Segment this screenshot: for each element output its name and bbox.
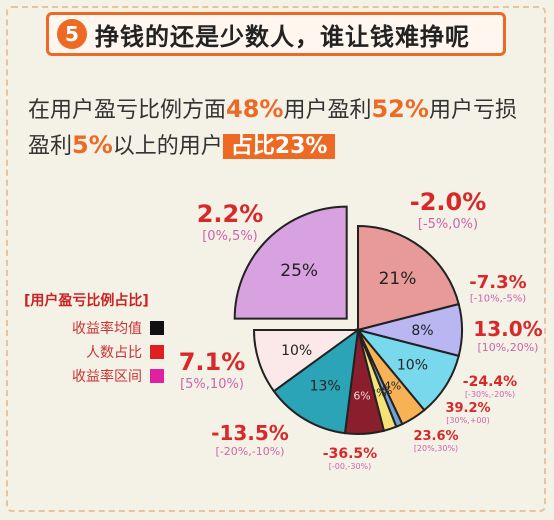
slice-share-label-6: 6% bbox=[353, 389, 370, 402]
legend-swatch-mean bbox=[150, 321, 164, 335]
slice-range-label-6: [-00,-30%) bbox=[329, 462, 372, 471]
legend-swatch-range bbox=[150, 369, 164, 383]
summary-text: 在用户盈亏比例方面48%用户盈利52%用户亏损 盈利5%以上的用户 占比23% bbox=[28, 92, 528, 164]
slice-share-label-7: 13% bbox=[310, 379, 341, 395]
slice-range-label-7: [-20%,-10%) bbox=[216, 445, 285, 458]
header-banner: 5 挣钱的还是少数人，谁让钱难挣呢 bbox=[46, 12, 506, 56]
pie-slice-8 bbox=[252, 329, 362, 393]
slice-mean-label-3: -24.4% bbox=[463, 374, 517, 390]
summary-value-52: 52% bbox=[371, 95, 429, 123]
dashed-frame bbox=[6, 6, 546, 512]
slice-share-label-1: 8% bbox=[411, 323, 433, 339]
slice-mean-label-5: 23.6% bbox=[413, 429, 458, 444]
summary-text-2: 用户盈利 bbox=[283, 98, 372, 123]
slice-range-label-8: [5%,10%) bbox=[180, 377, 244, 392]
slice-mean-label-2: 13.0% bbox=[473, 317, 542, 341]
slice-range-label-9: [0%,5%) bbox=[202, 229, 258, 244]
pie-slice-0 bbox=[357, 224, 460, 332]
slice-range-label-4: [30%,+00) bbox=[446, 416, 489, 425]
slice-range-label-5: [20%,30%) bbox=[414, 444, 458, 453]
header-title: 挣钱的还是少数人，谁让钱难挣呢 bbox=[95, 22, 470, 51]
section-number-badge: 5 bbox=[57, 19, 87, 49]
slice-mean-label-0: -2.0% bbox=[410, 188, 487, 216]
slice-share-label-2: 10% bbox=[397, 358, 428, 374]
summary-text-1: 在用户盈亏比例方面 bbox=[28, 98, 227, 123]
slice-range-label-2: [10%,20%) bbox=[478, 341, 539, 354]
slice-mean-label-9: 2.2% bbox=[197, 200, 264, 228]
summary-text-4: 盈利 bbox=[28, 134, 73, 159]
summary-text-5: 以上的用户 bbox=[112, 134, 223, 159]
slice-mean-label-6: -36.5% bbox=[323, 446, 377, 462]
slice-range-label-3: [-30%,-20%) bbox=[465, 390, 515, 399]
summary-value-48: 48% bbox=[226, 95, 284, 123]
legend-label-mean: 收益率均值 bbox=[72, 321, 142, 337]
slice-share-label-0: 21% bbox=[379, 269, 417, 289]
summary-value-5: 5% bbox=[72, 131, 113, 159]
slice-share-label-9: 25% bbox=[280, 261, 318, 281]
legend-title: [用户盈亏比例占比] bbox=[24, 293, 149, 309]
slice-mean-label-4: 39.2% bbox=[445, 401, 490, 416]
slice-share-label-3: 4% bbox=[384, 379, 401, 392]
slice-mean-label-1: -7.3% bbox=[469, 272, 526, 293]
slice-share-label-8: 10% bbox=[281, 343, 312, 359]
legend-label-range: 收益率区间 bbox=[72, 369, 142, 385]
legend-item-range: 收益率区间 bbox=[24, 364, 174, 388]
summary-text-3: 用户亏损 bbox=[428, 98, 517, 123]
legend-item-mean: 收益率均值 bbox=[24, 316, 174, 340]
summary-highlight-box: 占比23% bbox=[222, 134, 336, 159]
slice-mean-label-8: 7.1% bbox=[179, 348, 246, 376]
slice-range-label-0: [-5%,0%) bbox=[418, 217, 478, 232]
slice-mean-label-7: -13.5% bbox=[211, 421, 289, 445]
legend-item-share: 人数占比 bbox=[24, 340, 174, 364]
legend-label-share: 人数占比 bbox=[86, 345, 142, 361]
legend-swatch-share bbox=[150, 345, 164, 359]
slice-range-label-1: [-10%,-5%) bbox=[470, 294, 526, 305]
pie-slice-7 bbox=[272, 327, 360, 435]
legend: [用户盈亏比例占比] 收益率均值 人数占比 收益率区间 bbox=[24, 290, 174, 388]
pie-slice-9 bbox=[233, 205, 348, 320]
